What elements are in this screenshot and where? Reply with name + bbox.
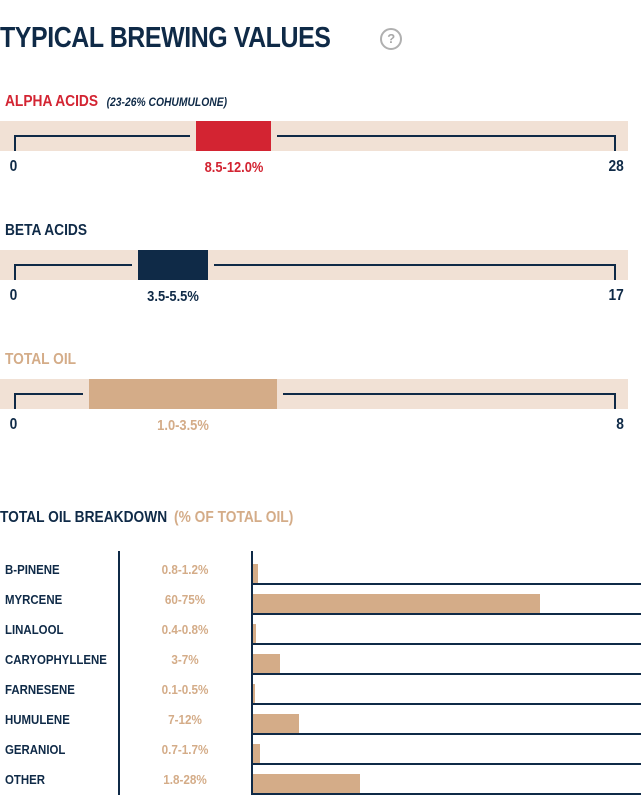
oil-range-label: 1.8-28% [163,772,207,787]
beta-title: BETA ACIDS [5,222,88,239]
breakdown-axis-line [251,551,253,795]
breakdown-column-divider [118,551,120,795]
oil-name: OTHER [5,772,46,787]
alpha-title: ALPHA ACIDS [5,93,99,110]
oil-bar [253,684,255,704]
oil-row-line [253,793,641,795]
oil-rule-right [282,393,616,395]
oil-range-label: 0.8-1.2% [161,562,209,577]
oil-row-line [253,673,641,675]
oil-name: GERANIOL [5,742,66,757]
oil-bar [253,564,258,584]
oil-bar [253,774,361,794]
oil-row: FARNESENE 0.1-0.5% [0,675,641,705]
oil-row-line [253,583,641,585]
oil-row: MYRCENE 60-75% [0,585,641,615]
breakdown-subtitle: (% OF TOTAL OIL) [174,509,294,526]
oil-row-line [253,643,641,645]
alpha-range-label: 8.5-12.0% [204,159,264,176]
beta-range-label: 3.5-5.5% [146,288,199,305]
oil-name: B-PINENE [5,562,60,577]
oil-name: LINALOOL [5,622,64,637]
beta-label: BETA ACIDS [5,222,87,240]
oil-row: B-PINENE 0.8-1.2% [0,555,641,585]
oil-name: MYRCENE [5,592,63,607]
alpha-tick-min [14,135,16,151]
beta-rule-left [14,264,132,266]
oil-range-label: 0.1-0.5% [161,682,209,697]
oil-bar [253,714,299,734]
oil-row: OTHER 1.8-28% [0,765,641,795]
alpha-label: ALPHA ACIDS (23-26% COHUMULONE) [5,93,227,111]
oil-bar [253,624,257,644]
beta-rule-right [214,264,616,266]
oil-range-label: 1.0-3.5% [156,417,209,434]
oil-row: GERANIOL 0.7-1.7% [0,735,641,765]
oil-row-line [253,733,641,735]
beta-tick-max [614,264,616,280]
breakdown-title: TOTAL OIL BREAKDOWN (% OF TOTAL OIL) [0,509,293,527]
oil-range-label: 60-75% [164,592,206,607]
beta-axis-max: 17 [608,287,624,304]
oil-range-label: 7-12% [168,712,202,727]
alpha-range-bar [196,121,272,151]
beta-axis-min: 0 [9,287,18,304]
alpha-rule-left [14,135,191,137]
oil-range-label: 0.4-0.8% [161,622,209,637]
oil-rule-left [14,393,83,395]
oil-axis-max: 8 [616,416,624,433]
oil-range-label: 3-7% [171,652,199,667]
oil-row-line [253,763,641,765]
help-icon[interactable]: ? [380,27,403,50]
oil-label: TOTAL OIL [5,351,76,369]
oil-tick-min [14,393,16,409]
oil-title: TOTAL OIL [5,351,77,368]
page-title: TYPICAL BREWING VALUES [0,22,331,54]
oil-row-line [253,703,641,705]
oil-range-label: 0.7-1.7% [161,742,209,757]
beta-tick-min [14,264,16,280]
breakdown-heading: TOTAL OIL BREAKDOWN [0,509,168,526]
oil-axis-min: 0 [9,416,18,433]
oil-row: CARYOPHYLLENE 3-7% [0,645,641,675]
alpha-axis-min: 0 [9,158,18,175]
title-row: TYPICAL BREWING VALUES ? [0,22,403,55]
oil-row-line [253,613,641,615]
oil-range-bar [89,379,277,409]
alpha-tick-max [614,135,616,151]
alpha-track [0,121,628,151]
oil-name: HUMULENE [5,712,70,727]
oil-name: FARNESENE [5,682,75,697]
oil-name: CARYOPHYLLENE [5,652,107,667]
beta-range-bar [137,250,209,280]
alpha-rule-right [277,135,616,137]
oil-bar [253,594,541,614]
alpha-axis-max: 28 [608,158,624,175]
oil-row: HUMULENE 7-12% [0,705,641,735]
oil-tick-max [614,393,616,409]
beta-track [0,250,628,280]
oil-track [0,379,628,409]
oil-bar [253,654,280,674]
oil-bar [253,744,260,764]
alpha-note: (23-26% COHUMULONE) [106,95,228,109]
oil-row: LINALOOL 0.4-0.8% [0,615,641,645]
